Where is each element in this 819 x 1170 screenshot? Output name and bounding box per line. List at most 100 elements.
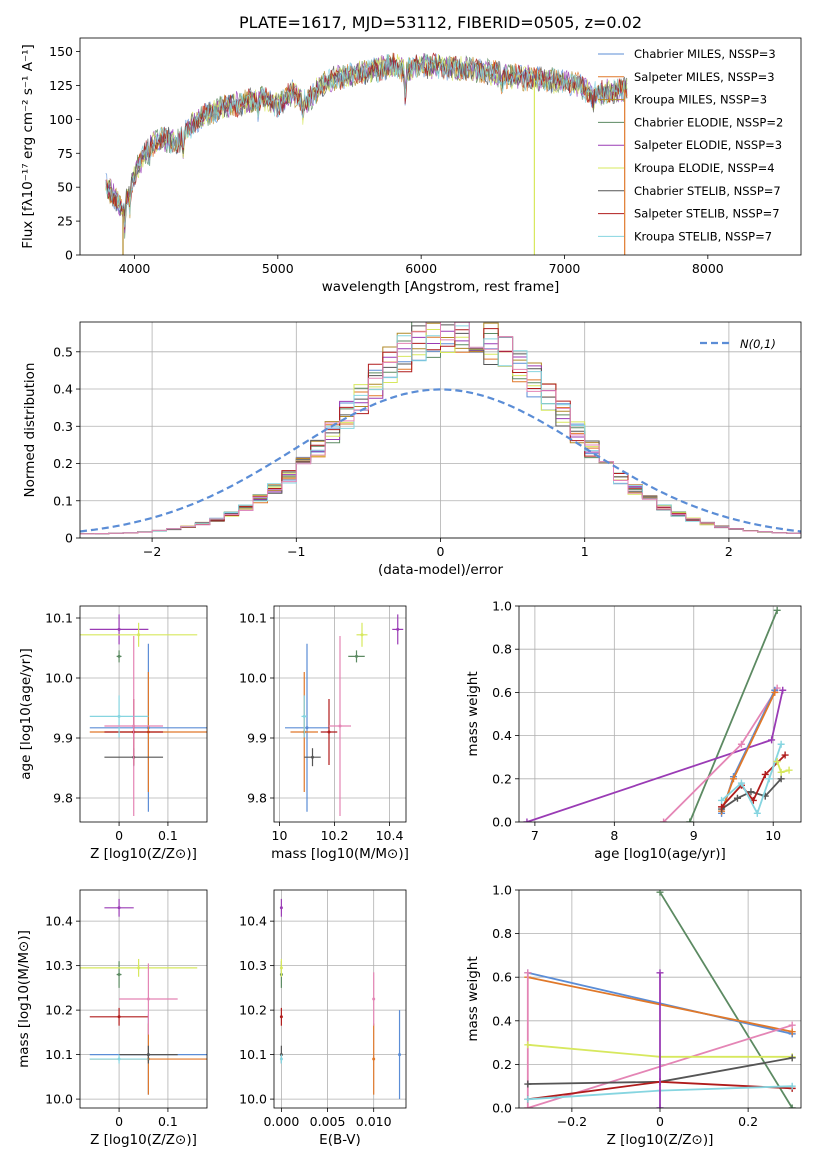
data-point: [279, 1015, 283, 1019]
y-tick-label: 10.1: [239, 611, 267, 626]
weight-marker: [524, 1080, 532, 1088]
y-tick-label: 0.2: [53, 456, 73, 471]
data-point: [146, 1053, 150, 1057]
weight-marker: [656, 890, 664, 896]
y-tick-label: 0.4: [492, 728, 512, 743]
x-tick-label: −0.2: [557, 1114, 587, 1129]
y-tick-label: 10.0: [239, 671, 267, 686]
y-tick-label: 1.0: [492, 883, 512, 898]
data-point: [372, 997, 376, 1001]
y-tick-label: 9.9: [53, 731, 73, 746]
histogram-legend: N(0,1): [700, 337, 776, 351]
weight-marker: [773, 758, 781, 766]
y-tick-label: 0.1: [53, 493, 73, 508]
y-tick-label: 50: [57, 180, 73, 195]
data-point: [137, 966, 141, 970]
legend-entry: Chabrier ELODIE, NSSP=2: [634, 115, 783, 129]
y-axis-label: mass weight: [465, 956, 481, 1041]
weight-marker: [777, 740, 785, 748]
data-point: [279, 966, 283, 970]
weight-marker: [524, 1095, 532, 1103]
mass_vs_ebv-points: [279, 898, 402, 1100]
weight-marker: [523, 818, 531, 822]
x-axis-label: Z [log10(Z/Z⊙)]: [607, 1132, 714, 1148]
spectrum-series-line: [105, 53, 628, 239]
histograms: [80, 322, 801, 535]
x-axis-label: age [log10(age/yr)]: [594, 846, 726, 862]
x-axis-label: Z [log10(Z/Z⊙)]: [90, 846, 197, 862]
x-tick-label: 2: [725, 544, 733, 559]
histogram-series: [80, 322, 801, 535]
x-tick-label: 9: [690, 828, 698, 843]
age_vs_Z-frame: [79, 605, 208, 823]
y-tick-label: 0.2: [492, 1057, 512, 1072]
y-tick-label: 10.1: [45, 611, 73, 626]
x-tick-label: 0: [437, 544, 445, 559]
x-tick-label: 0: [656, 1114, 664, 1129]
y-tick-label: 9.8: [247, 791, 267, 806]
legend-entry: N(0,1): [740, 337, 776, 351]
legend-entry: Kroupa STELIB, NSSP=7: [634, 229, 772, 243]
y-tick-label: 10.2: [45, 1003, 73, 1018]
data-point: [279, 906, 283, 910]
y-tick-label: 10.4: [45, 914, 73, 929]
weight-marker: [747, 788, 755, 796]
weight-marker: [660, 818, 668, 822]
weight-marker: [771, 688, 779, 696]
data-point: [302, 714, 306, 718]
y-tick-label: 1.0: [492, 599, 512, 614]
data-point: [132, 724, 136, 728]
mass_vs_Z-axes: 0 0.1 10.0 10.1 10.2 10.3 10.4 Z [log10(Z/Z⊙)] m…: [16, 890, 207, 1148]
data-point: [117, 973, 121, 977]
x-tick-label: 7: [531, 828, 539, 843]
age_vs_Z-points: [80, 614, 207, 816]
y-tick-label: 10.3: [239, 958, 267, 973]
y-tick-label: 10.2: [239, 1003, 267, 1018]
x-tick-label: 0.005: [310, 1114, 346, 1129]
weight-marker: [779, 686, 787, 694]
y-tick-label: 10.3: [45, 958, 73, 973]
x-tick-label: 0.1: [158, 1114, 178, 1129]
weight-marker: [785, 766, 793, 774]
x-tick-label: 6000: [405, 261, 437, 276]
data-point: [117, 714, 121, 718]
y-tick-label: 125: [49, 78, 73, 93]
histogram-frame: [79, 321, 802, 539]
x-tick-label: −1: [287, 544, 305, 559]
weight-marker: [737, 779, 745, 787]
weight-marker: [524, 1041, 532, 1049]
weight-series-line: [526, 972, 793, 1108]
x-tick-label: −2: [143, 544, 161, 559]
mass_vs_ebv-frame: [273, 889, 407, 1109]
data-point: [372, 1057, 376, 1061]
y-tick-label: 0.4: [492, 1013, 512, 1028]
y-axis-label: mass [log10(M/M⊙)]: [16, 930, 32, 1068]
weight-marker: [765, 775, 773, 783]
weight-marker: [788, 1104, 796, 1108]
data-point: [117, 654, 121, 658]
weight-marker: [788, 1021, 796, 1029]
weight-marker: [777, 768, 785, 776]
data-point: [146, 997, 150, 1001]
y-tick-label: 10.0: [45, 671, 73, 686]
y-tick-label: 0.6: [492, 685, 512, 700]
y-tick-label: 0.8: [492, 926, 512, 941]
legend-entry: Salpeter STELIB, NSSP=7: [634, 207, 780, 221]
weight-marker: [656, 1104, 664, 1108]
y-tick-label: 0: [65, 531, 73, 546]
spectrum-axes: 4000 5000 6000 7000 8000 0 25 50 75 100 125 150 wave…: [20, 44, 724, 295]
x-tick-label: 10: [765, 828, 781, 843]
spectrum-series-line: [105, 54, 628, 228]
data-point: [398, 1053, 402, 1057]
data-point: [279, 1057, 283, 1061]
y-axis-label: age [log10(age/yr)]: [18, 648, 34, 780]
x-tick-label: 0.2: [738, 1114, 758, 1129]
weight-marker: [524, 969, 532, 977]
spectrum-series-line: [105, 53, 628, 225]
data-point: [311, 755, 314, 759]
weight_vs_Z-frame: [518, 889, 802, 1109]
x-tick-label: 0: [115, 1114, 123, 1129]
x-tick-label: 5000: [262, 261, 294, 276]
data-point: [360, 633, 364, 637]
